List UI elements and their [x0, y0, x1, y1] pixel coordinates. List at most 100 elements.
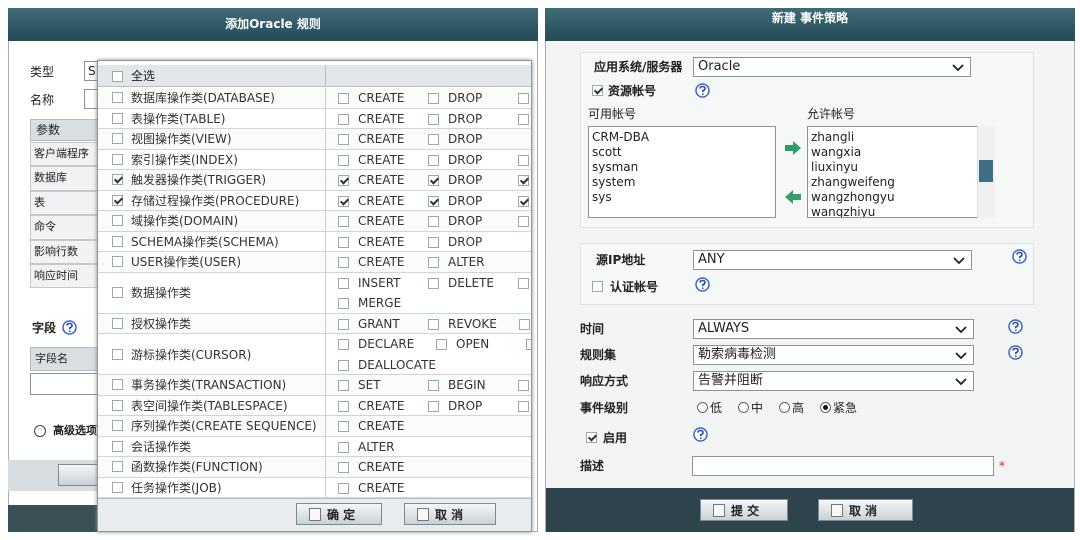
category-label: 索引操作类(INDEX) [131, 152, 238, 167]
checkbox[interactable] [112, 133, 123, 145]
description-input[interactable] [692, 456, 994, 476]
checkbox[interactable] [518, 175, 529, 186]
checkbox[interactable] [428, 380, 439, 391]
checkbox[interactable] [428, 318, 439, 330]
checkbox[interactable] [112, 112, 123, 124]
checkbox[interactable] [526, 339, 531, 350]
move-arrow[interactable] [784, 190, 802, 204]
checkbox[interactable] [428, 175, 439, 186]
checkbox[interactable] [112, 348, 123, 360]
help-icon[interactable] [695, 277, 710, 292]
checkbox[interactable] [112, 440, 123, 452]
checkbox[interactable] [428, 236, 439, 248]
checkbox[interactable] [112, 256, 123, 268]
checkbox[interactable] [112, 399, 123, 411]
checkbox[interactable] [112, 194, 123, 206]
response-select[interactable]: 告警并阻断 [693, 371, 974, 391]
dialog-row: USER操作类(USER) CREATE ALTER [98, 252, 531, 273]
ruleset-select[interactable]: 勒索病毒检测 [693, 345, 974, 365]
checkbox[interactable] [518, 154, 529, 166]
help-icon[interactable] [62, 320, 77, 335]
category-label: 会话操作类 [131, 439, 192, 454]
time-select[interactable]: ALWAYS [693, 319, 974, 339]
checkbox[interactable] [338, 277, 349, 289]
help-icon[interactable] [695, 83, 710, 98]
checkbox[interactable] [586, 432, 597, 443]
checkbox[interactable] [112, 481, 123, 493]
select-all: 全选 [131, 69, 156, 83]
checkbox[interactable] [112, 235, 123, 247]
checkbox[interactable] [428, 93, 439, 104]
checkbox[interactable] [112, 153, 123, 165]
ip-select[interactable]: ANY [693, 250, 972, 270]
checkbox[interactable] [519, 318, 530, 330]
dialog-row: 视图操作类(VIEW) CREATE DROP [98, 129, 531, 150]
checkbox[interactable] [112, 92, 123, 104]
help-icon[interactable] [1008, 345, 1023, 360]
checkbox[interactable] [428, 257, 439, 268]
checkbox[interactable] [112, 379, 123, 391]
checkbox[interactable] [338, 298, 349, 309]
radio[interactable] [779, 402, 790, 413]
checkbox[interactable] [428, 113, 439, 125]
checkbox[interactable] [338, 257, 349, 268]
checkbox[interactable] [518, 195, 529, 207]
radio[interactable] [820, 402, 831, 413]
checkbox[interactable] [436, 339, 447, 350]
checkbox[interactable] [518, 400, 529, 412]
radio[interactable] [738, 402, 749, 413]
checkbox[interactable] [428, 154, 439, 166]
checkbox[interactable] [338, 339, 349, 350]
checkbox[interactable] [428, 400, 439, 412]
server-select[interactable]: Oracle [693, 57, 971, 77]
checkbox[interactable] [112, 420, 123, 432]
checkbox[interactable] [338, 318, 349, 330]
checkbox[interactable] [592, 281, 603, 292]
checkbox[interactable] [518, 93, 529, 104]
button[interactable]: 取 消 [818, 499, 913, 521]
operation-label: CREATE [358, 234, 405, 249]
radio[interactable] [697, 402, 708, 413]
checkbox[interactable] [338, 380, 349, 391]
col-divider [325, 190, 326, 211]
checkbox[interactable] [338, 400, 349, 412]
checkbox[interactable] [338, 421, 349, 432]
checkbox[interactable] [338, 175, 349, 186]
checkbox[interactable] [112, 461, 123, 473]
checkbox[interactable] [338, 93, 349, 104]
checkbox[interactable] [338, 462, 349, 473]
checkbox[interactable] [338, 154, 349, 166]
checkbox[interactable] [518, 216, 529, 227]
checkbox[interactable] [338, 216, 349, 227]
checkbox[interactable] [518, 380, 529, 391]
checkbox[interactable] [338, 482, 349, 494]
checkbox[interactable] [112, 71, 123, 82]
checkbox[interactable] [518, 277, 529, 289]
button[interactable]: 取 消 [404, 503, 496, 525]
checkbox[interactable] [338, 441, 349, 453]
checkbox[interactable] [338, 359, 349, 371]
checkbox[interactable] [112, 317, 123, 329]
checkbox[interactable] [428, 216, 439, 227]
move-arrow[interactable] [784, 141, 802, 155]
button-label: 确 定 [327, 508, 356, 522]
dialog-row: 域操作类(DOMAIN) CREATE DROP [98, 211, 531, 232]
help-icon[interactable] [693, 427, 708, 442]
checkbox[interactable] [518, 113, 529, 125]
help-icon[interactable] [1008, 319, 1023, 334]
checkbox[interactable] [112, 174, 123, 186]
help-icon[interactable] [1012, 249, 1027, 264]
checkbox[interactable] [112, 287, 123, 298]
button[interactable]: 确 定 [296, 503, 382, 525]
checkbox[interactable] [592, 85, 603, 96]
checkbox[interactable] [338, 113, 349, 125]
checkbox[interactable] [428, 277, 439, 289]
checkbox[interactable] [428, 134, 439, 145]
button[interactable]: 提 交 [700, 499, 788, 521]
checkbox[interactable] [112, 215, 123, 227]
checkbox[interactable] [338, 236, 349, 248]
radio-label: 高 [792, 401, 805, 415]
checkbox[interactable] [338, 134, 349, 145]
checkbox[interactable] [338, 195, 349, 207]
checkbox[interactable] [428, 195, 439, 207]
